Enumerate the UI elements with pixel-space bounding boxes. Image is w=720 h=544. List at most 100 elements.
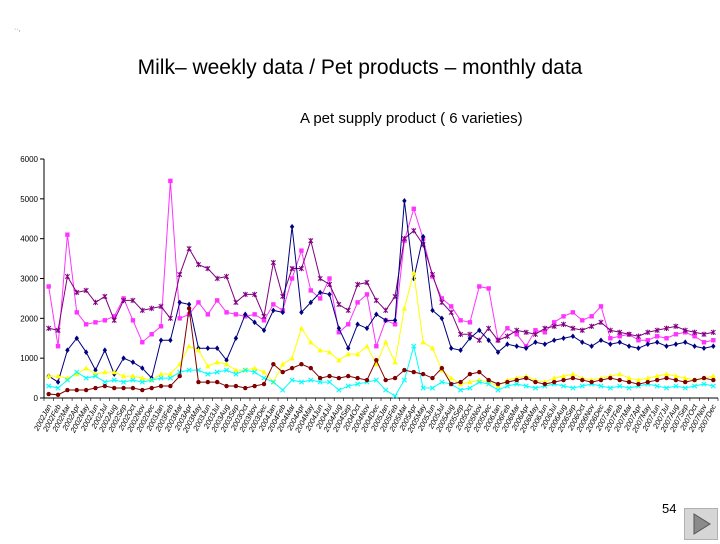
data-point (523, 329, 529, 335)
data-point (327, 373, 332, 379)
data-point (598, 383, 604, 389)
data-point (158, 324, 164, 329)
data-point (373, 297, 379, 304)
y-tick-label: 1000 (20, 354, 38, 363)
data-point (214, 275, 220, 282)
data-point (214, 369, 220, 375)
data-point (663, 371, 670, 377)
data-point (308, 377, 314, 383)
data-point (317, 289, 323, 296)
next-slide-button[interactable] (684, 508, 718, 540)
data-point (514, 381, 520, 387)
data-point (121, 355, 126, 361)
data-point (467, 335, 473, 342)
data-point (701, 381, 707, 387)
data-point (111, 369, 117, 375)
data-point (411, 343, 417, 349)
data-point (233, 371, 239, 377)
data-point (74, 369, 80, 375)
data-point (514, 377, 519, 383)
data-point (233, 299, 239, 306)
data-point (701, 345, 707, 352)
data-point (458, 318, 463, 323)
data-point (346, 345, 351, 352)
data-point (289, 377, 295, 383)
y-tick-label: 2000 (20, 314, 38, 323)
data-point (326, 349, 333, 355)
data-point (532, 385, 539, 391)
data-point (55, 392, 61, 398)
page-number: 54 (662, 501, 677, 516)
data-point (205, 312, 211, 317)
data-point (504, 333, 510, 339)
data-point (692, 383, 698, 389)
data-point (345, 351, 351, 357)
data-point (467, 320, 473, 325)
data-point (505, 326, 510, 331)
data-point (514, 332, 519, 337)
data-point (580, 339, 585, 346)
data-point (420, 385, 426, 391)
data-point (149, 377, 155, 383)
data-point (504, 383, 510, 389)
data-point (457, 387, 464, 393)
data-point (514, 327, 520, 333)
data-point (383, 307, 389, 314)
data-point (261, 381, 267, 387)
data-point (233, 312, 239, 317)
data-point (598, 319, 604, 326)
data-point (289, 223, 295, 230)
data-point (55, 385, 61, 391)
data-point (617, 334, 622, 339)
data-point (233, 383, 239, 389)
data-point (83, 349, 89, 355)
data-point (374, 311, 379, 318)
data-point (626, 343, 632, 350)
data-point (317, 296, 323, 301)
data-point (654, 327, 660, 333)
data-point (46, 284, 51, 289)
data-point (476, 337, 482, 343)
data-point (308, 365, 313, 371)
data-point (692, 377, 697, 383)
data-point (664, 336, 669, 341)
data-point (149, 332, 154, 337)
data-point (486, 337, 491, 344)
data-point (168, 178, 173, 184)
data-point (93, 385, 98, 391)
data-point (458, 347, 463, 353)
data-point (486, 325, 492, 331)
data-point (551, 379, 557, 385)
data-point (523, 345, 529, 352)
data-point (448, 309, 454, 316)
data-point (598, 377, 604, 383)
data-point (570, 371, 576, 377)
data-point (692, 343, 697, 350)
data-point (65, 232, 70, 237)
y-tick-label: 6000 (20, 155, 38, 164)
data-point (411, 369, 416, 375)
data-point (121, 297, 127, 304)
data-point (383, 387, 389, 393)
data-point (196, 379, 201, 385)
data-point (158, 303, 164, 310)
data-point (74, 371, 80, 377)
data-point (111, 317, 117, 324)
data-point (711, 343, 716, 350)
data-point (533, 328, 538, 333)
data-point (561, 335, 566, 342)
data-point (364, 377, 370, 383)
data-point (298, 379, 305, 385)
data-point (195, 261, 202, 268)
data-point (710, 383, 716, 389)
data-point (252, 365, 258, 371)
data-point (654, 377, 660, 383)
data-point (327, 291, 332, 298)
data-point (598, 337, 604, 344)
data-point (140, 365, 145, 371)
data-point (242, 291, 248, 298)
data-point (65, 347, 70, 353)
data-point (149, 385, 154, 391)
data-point (223, 361, 230, 367)
data-point (317, 379, 323, 385)
